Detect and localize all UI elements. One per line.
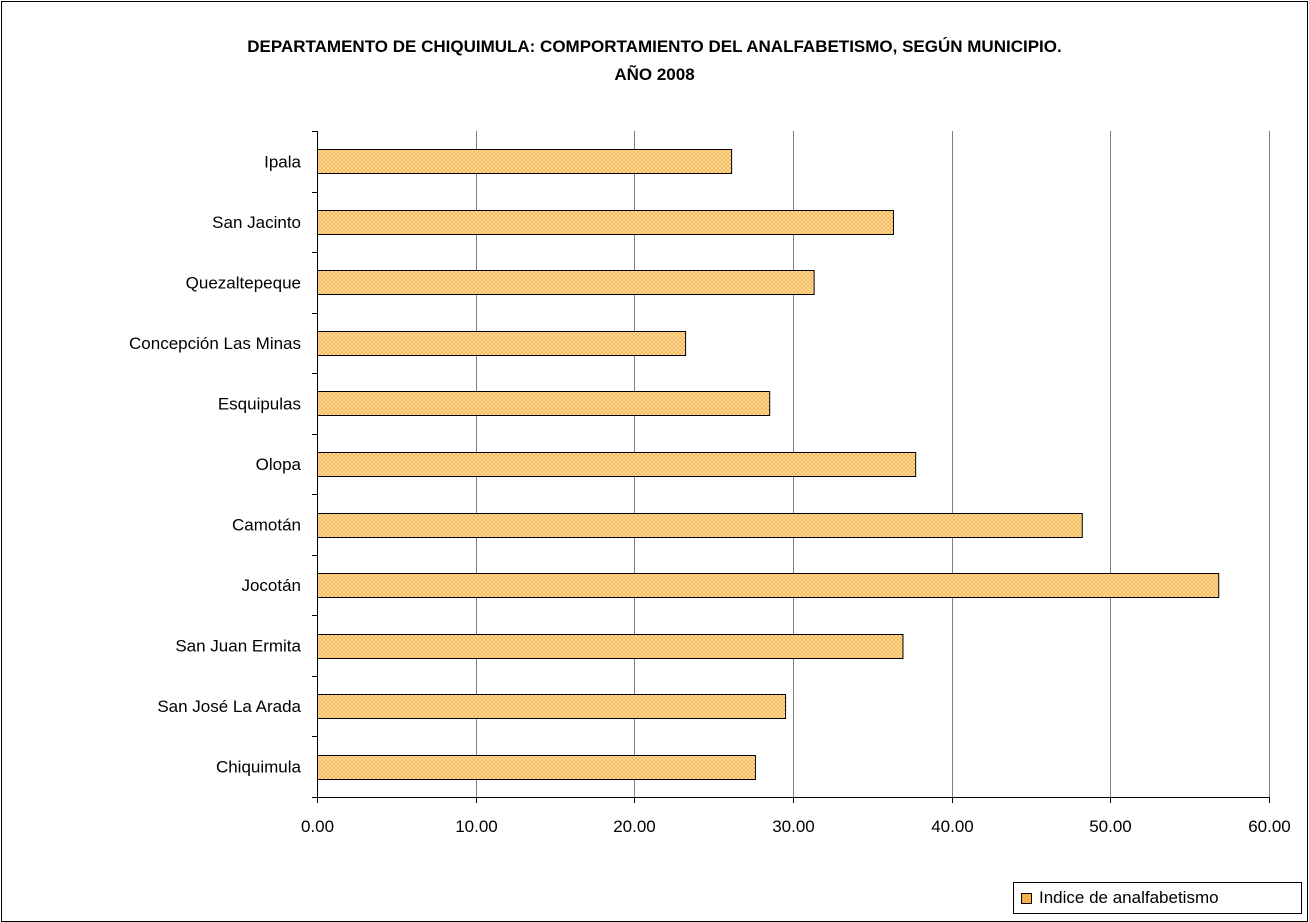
bar [317,331,687,356]
bar [317,149,733,174]
x-tick-label: 10.00 [455,817,498,836]
bar [317,694,787,719]
x-tick-label: 0.00 [301,817,334,836]
category-label: Jocotán [241,576,301,595]
x-tick-label: 20.00 [613,817,656,836]
bar [317,270,815,295]
x-tick-label: 40.00 [931,817,974,836]
bar [317,452,917,477]
bars [317,149,1220,780]
chart-subtitle: AÑO 2008 [614,65,695,84]
category-label: San Jacinto [212,213,301,232]
category-label: Quezaltepeque [186,273,301,292]
bar [317,634,904,659]
bar [317,210,894,235]
legend: Indice de analfabetismo [1013,882,1302,914]
category-label: San José La Arada [157,697,301,716]
bar [317,573,1220,598]
bar [317,513,1083,538]
category-label: Ipala [264,152,301,171]
legend-label: Indice de analfabetismo [1039,888,1219,907]
x-tick-label: 60.00 [1248,817,1291,836]
category-label: Esquipulas [218,394,301,413]
chart-title: DEPARTAMENTO DE CHIQUIMULA: COMPORTAMIEN… [247,37,1062,56]
bar [317,391,771,416]
labels: 0.00 10.00 20.00 30.00 40.00 50.00 60.00 Ipala S… [129,152,1291,836]
category-label: San Juan Ermita [175,637,301,656]
category-label: Olopa [256,455,302,474]
category-label: Concepción Las Minas [129,334,301,353]
x-tick-label: 50.00 [1089,817,1132,836]
bar [317,755,756,780]
category-label: Chiquimula [216,758,302,777]
x-tick-label: 30.00 [772,817,815,836]
category-label: Camotán [232,516,301,535]
legend-swatch [1021,893,1032,904]
